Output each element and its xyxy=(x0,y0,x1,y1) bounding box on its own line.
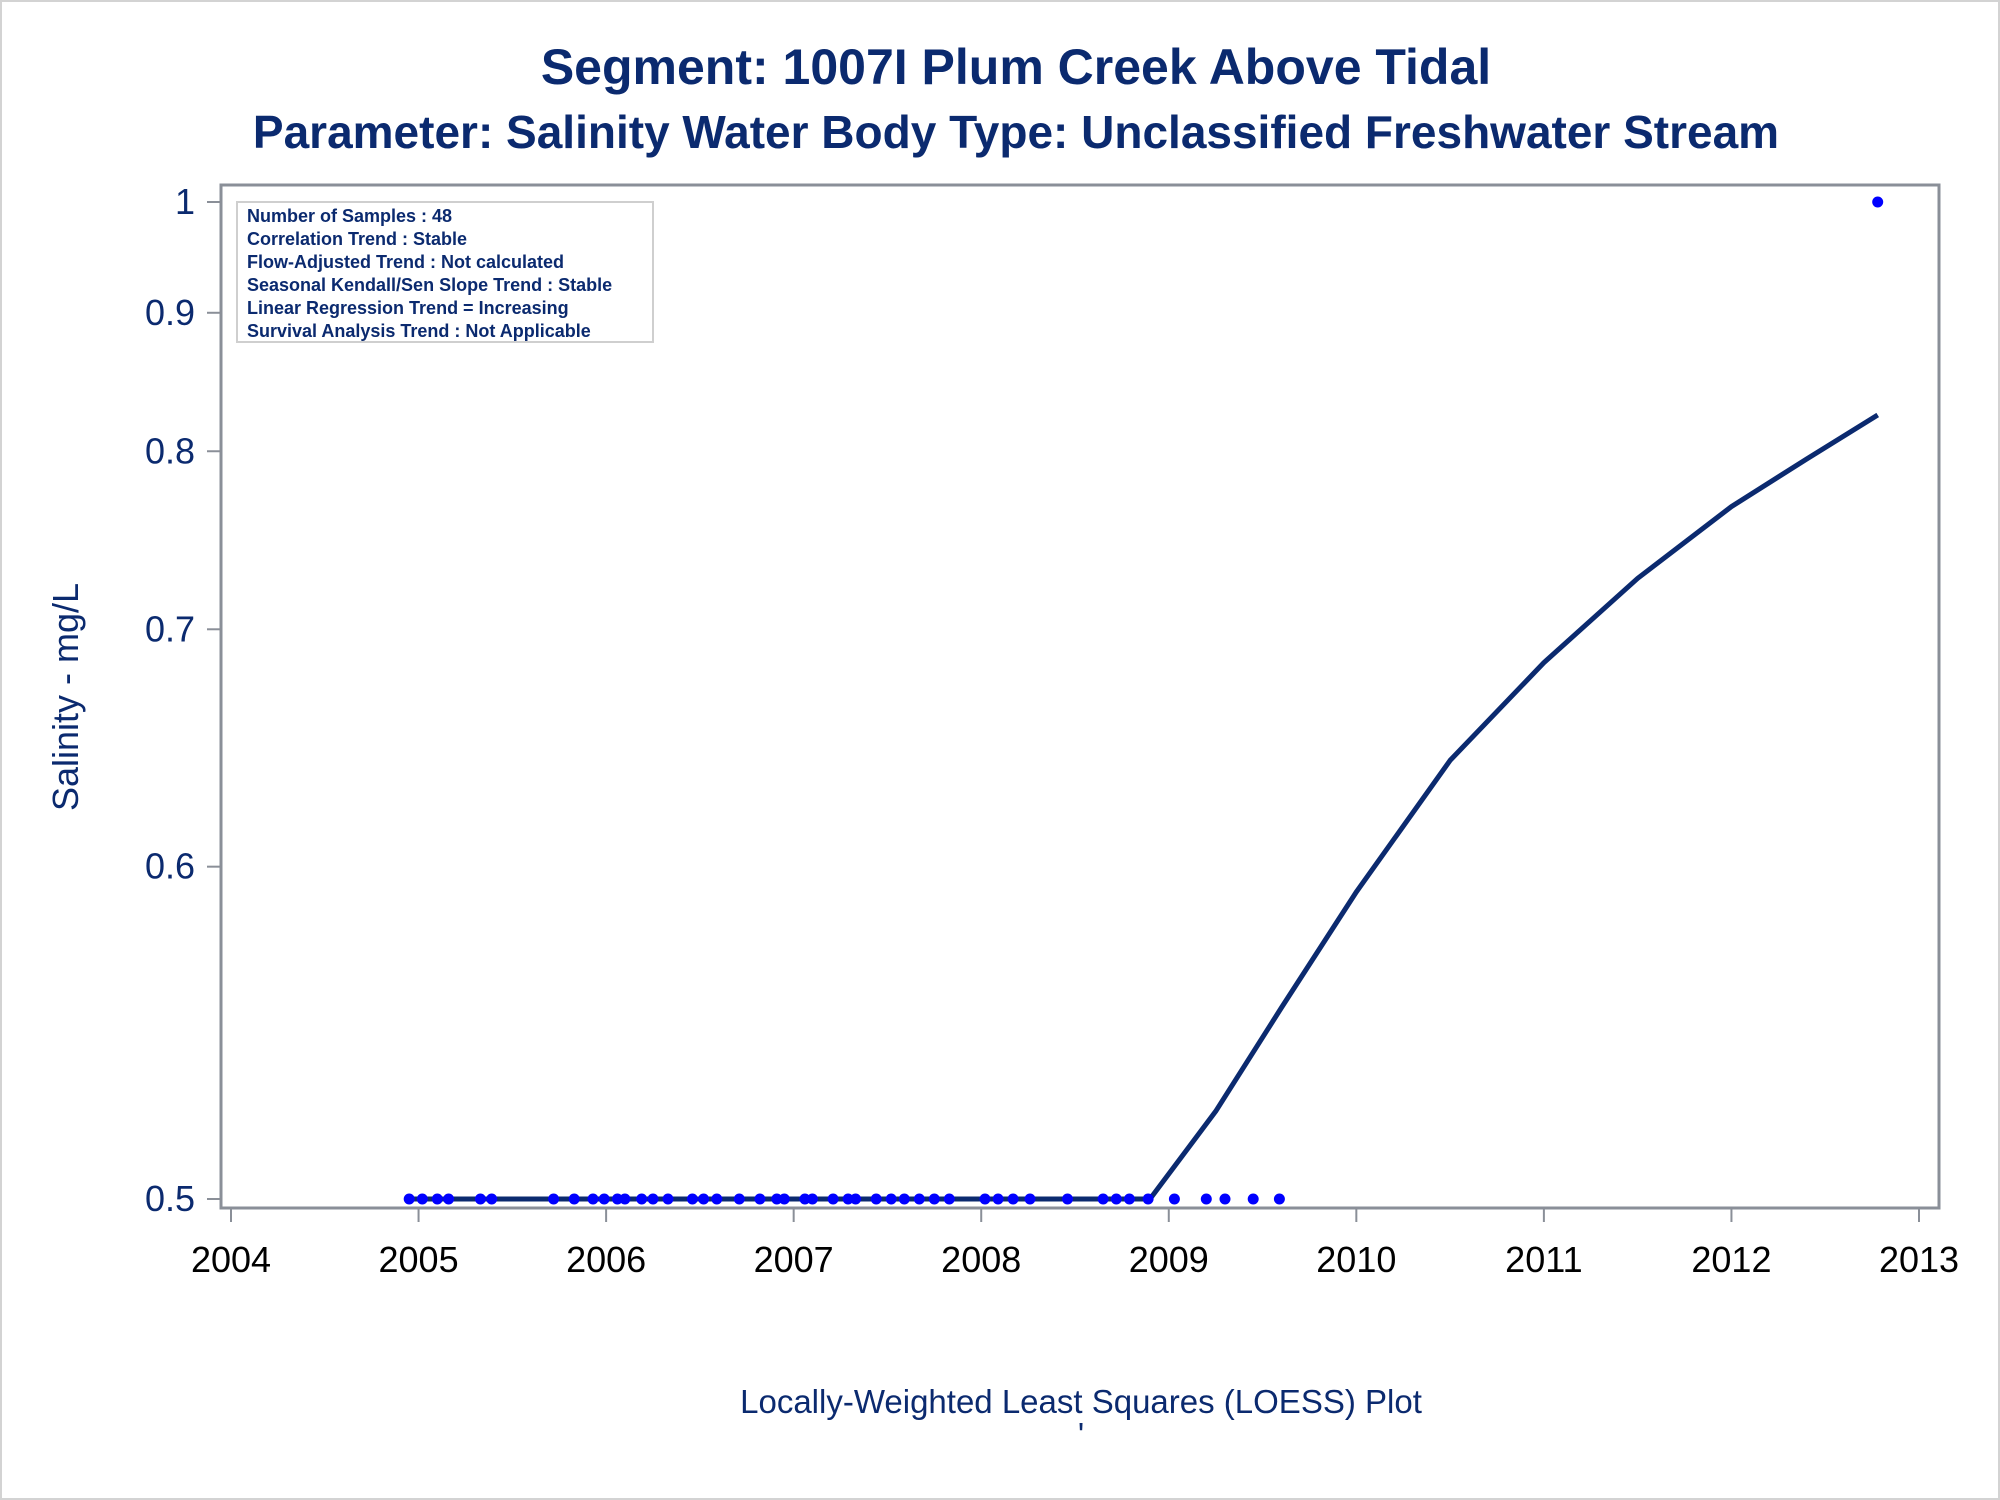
loess-line xyxy=(409,412,1880,1202)
data-point xyxy=(754,1193,766,1205)
data-point xyxy=(992,1193,1004,1205)
x-tick-label: 2008 xyxy=(941,1239,1021,1280)
stats-box-lines: Number of Samples : 48 Correlation Trend … xyxy=(247,206,612,341)
y-tick-label: 0.7 xyxy=(145,608,195,649)
data-point xyxy=(568,1193,580,1205)
stats-line: Seasonal Kendall/Sen Slope Trend : Stabl… xyxy=(247,275,612,295)
data-point xyxy=(778,1193,790,1205)
data-point xyxy=(806,1193,818,1205)
data-point xyxy=(647,1193,659,1205)
stats-line: Linear Regression Trend = Increasing xyxy=(247,298,569,318)
data-point xyxy=(686,1193,698,1205)
data-point xyxy=(474,1193,486,1205)
data-point xyxy=(711,1193,723,1205)
data-point xyxy=(486,1193,498,1205)
data-point xyxy=(928,1193,940,1205)
data-point xyxy=(443,1193,455,1205)
x-tick-label: 2010 xyxy=(1316,1239,1396,1280)
data-point xyxy=(1097,1193,1109,1205)
y-tick-label: 1 xyxy=(175,181,195,222)
stats-line: Flow-Adjusted Trend : Not calculated xyxy=(247,252,564,272)
data-point xyxy=(1247,1193,1259,1205)
data-point xyxy=(1123,1193,1135,1205)
y-tick-label: 0.5 xyxy=(145,1178,195,1219)
series-layer xyxy=(403,196,1884,1205)
data-point xyxy=(1142,1193,1154,1205)
y-axis-label: Salinity - mg/L xyxy=(45,583,86,811)
data-point xyxy=(548,1193,560,1205)
stats-box xyxy=(236,201,654,343)
data-point xyxy=(870,1193,882,1205)
data-point xyxy=(979,1193,991,1205)
x-tick-label: 2005 xyxy=(379,1239,459,1280)
data-point xyxy=(1200,1193,1212,1205)
data-point xyxy=(587,1193,599,1205)
data-point xyxy=(698,1193,710,1205)
x-tick-label: 2012 xyxy=(1691,1239,1771,1280)
data-point xyxy=(1872,196,1884,208)
data-point xyxy=(898,1193,910,1205)
data-point xyxy=(913,1193,925,1205)
data-point xyxy=(403,1193,415,1205)
footnote-mark: ' xyxy=(1078,1416,1084,1453)
x-tick-label: 2013 xyxy=(1879,1239,1959,1280)
y-tick-label: 0.9 xyxy=(145,292,195,333)
x-axis: 2004 2005 2006 2007 2008 2009 2010 2011 2012 2013 xyxy=(191,1208,1959,1280)
data-point xyxy=(1024,1193,1036,1205)
x-tick-label: 2009 xyxy=(1129,1239,1209,1280)
data-point xyxy=(943,1193,955,1205)
data-point xyxy=(827,1193,839,1205)
x-tick-label: 2007 xyxy=(754,1239,834,1280)
data-point xyxy=(636,1193,648,1205)
stats-line: Survival Analysis Trend : Not Applicable xyxy=(247,321,591,341)
data-point xyxy=(598,1193,610,1205)
stats-line: Number of Samples : 48 xyxy=(247,206,452,226)
data-point xyxy=(850,1193,862,1205)
data-point xyxy=(1219,1193,1231,1205)
chart-title: Segment: 1007I Plum Creek Above Tidal xyxy=(541,39,1491,95)
data-point xyxy=(1168,1193,1180,1205)
data-point xyxy=(1110,1193,1122,1205)
data-point xyxy=(1062,1193,1073,1205)
data-point xyxy=(619,1193,631,1205)
data-point xyxy=(431,1193,443,1205)
data-point xyxy=(885,1193,897,1205)
x-axis-label: Locally-Weighted Least Squares (LOESS) P… xyxy=(740,1383,1422,1420)
stats-line: Correlation Trend : Stable xyxy=(247,229,467,249)
data-point xyxy=(733,1193,745,1205)
data-point xyxy=(662,1193,674,1205)
y-tick-label: 0.8 xyxy=(145,430,195,471)
data-point xyxy=(1007,1193,1019,1205)
x-tick-label: 2004 xyxy=(191,1239,271,1280)
data-point xyxy=(416,1193,428,1205)
y-tick-label: 0.6 xyxy=(145,846,195,887)
y-axis: 0.5 0.6 0.7 0.8 0.9 1 xyxy=(145,181,221,1219)
data-point xyxy=(1273,1193,1285,1205)
chart-subtitle: Parameter: Salinity Water Body Type: Unc… xyxy=(253,106,1779,158)
x-tick-label: 2006 xyxy=(566,1239,646,1280)
x-tick-label: 2011 xyxy=(1505,1239,1582,1280)
plot-area xyxy=(219,183,1941,1210)
